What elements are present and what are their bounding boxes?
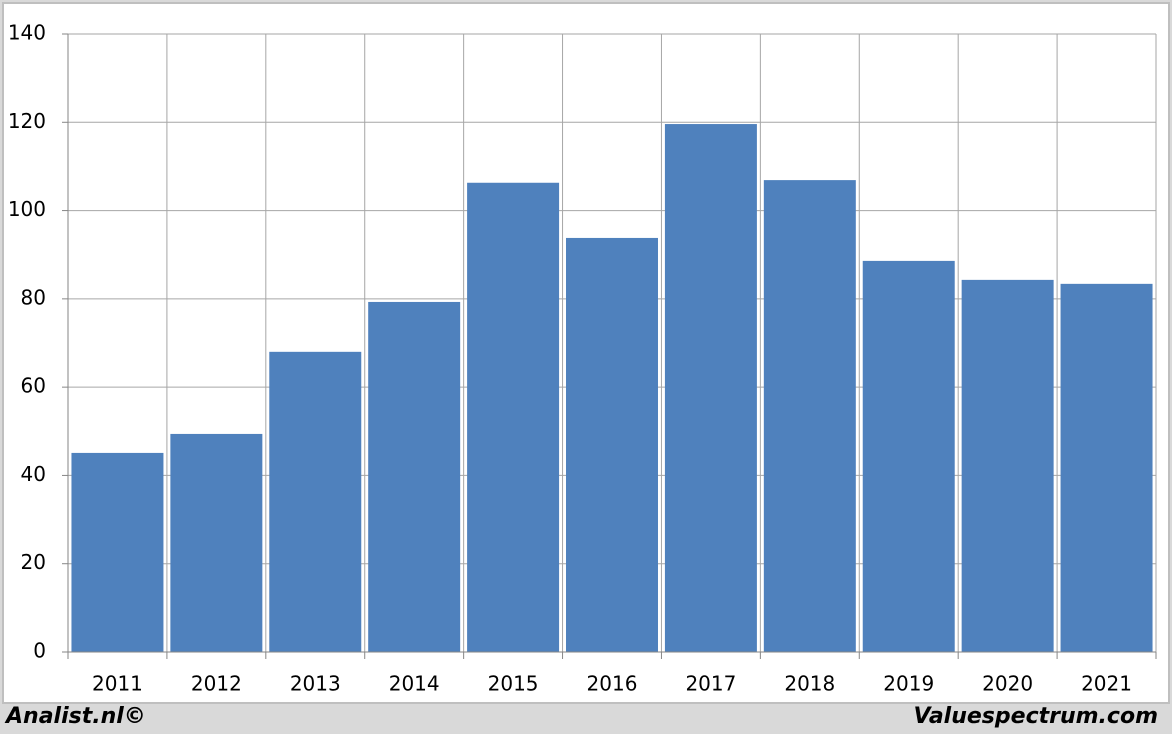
bar — [71, 452, 164, 652]
footer-right: Valuespectrum.com — [914, 704, 1158, 729]
x-tick-label: 2013 — [290, 672, 341, 696]
bar — [467, 182, 560, 653]
y-tick-label: 100 — [8, 197, 46, 221]
x-tick-label: 2012 — [191, 672, 242, 696]
x-tick-label: 2019 — [883, 672, 934, 696]
bar — [170, 433, 263, 652]
x-tick-label: 2014 — [389, 672, 440, 696]
bar — [1060, 283, 1153, 652]
bar — [862, 260, 955, 652]
y-tick-label: 80 — [21, 285, 46, 309]
bar — [763, 180, 856, 652]
bar — [664, 124, 757, 652]
bar — [368, 301, 461, 652]
x-tick-label: 2018 — [784, 672, 835, 696]
y-tick-label: 0 — [33, 639, 46, 663]
x-tick-label: 2011 — [92, 672, 143, 696]
bar — [269, 351, 362, 652]
y-tick-label: 20 — [21, 550, 46, 574]
y-tick-label: 120 — [8, 109, 46, 133]
x-tick-label: 2015 — [488, 672, 539, 696]
y-tick-label: 60 — [21, 374, 46, 398]
x-tick-label: 2017 — [685, 672, 736, 696]
x-tick-label: 2021 — [1081, 672, 1132, 696]
x-tick-label: 2020 — [982, 672, 1033, 696]
x-tick-label: 2016 — [587, 672, 638, 696]
y-tick-label: 40 — [21, 462, 46, 486]
footer-left: Analist.nl© — [4, 704, 146, 729]
bar — [961, 279, 1054, 652]
y-tick-label: 140 — [8, 21, 46, 45]
bar — [566, 237, 658, 652]
